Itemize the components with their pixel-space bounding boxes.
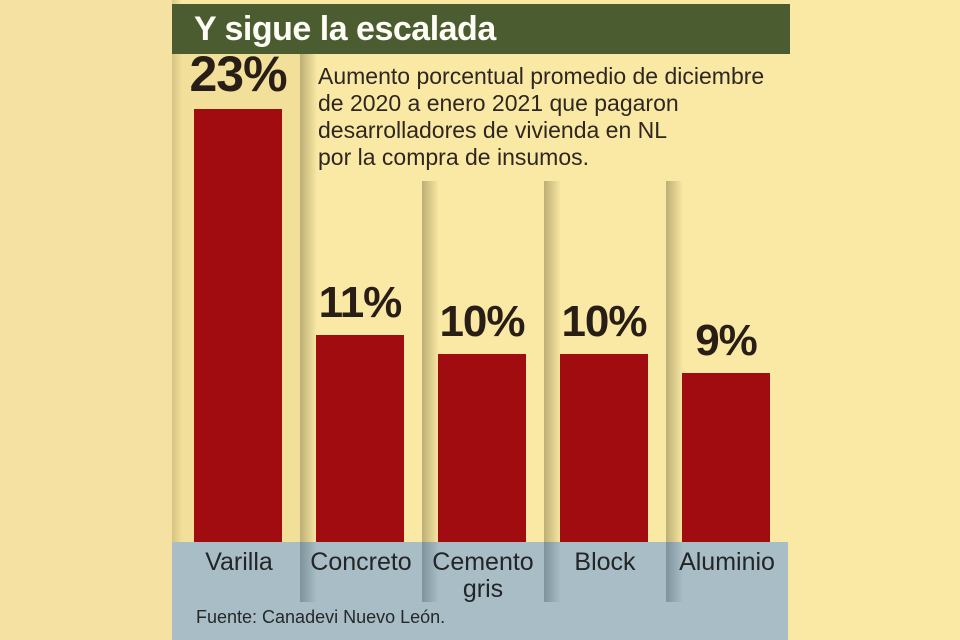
bar-value-label: 9% [695,316,758,365]
category-band [172,542,788,640]
column-separator [666,181,683,542]
column-separator-band [544,542,561,602]
category-label: Varilla [205,548,273,576]
chart-title: Y sigue la escalada [194,10,496,48]
chart-description: Aumento porcentual promedio de diciembre… [318,63,788,171]
header-bar: Y sigue la escalada [172,4,790,54]
description-line: de 2020 a enero 2021 que pagaron [318,90,679,116]
description-line: Aumento porcentual promedio de diciembre [318,63,765,89]
column-separator-band [666,542,683,602]
bar-aluminio [682,373,770,542]
description-line: desarrolladores de vivienda en NL [318,117,668,143]
column-separator [300,54,317,542]
category-label: Aluminio [679,548,775,576]
column-separator-band [422,542,439,602]
category-label: Concreto [310,548,412,576]
column-separator-band [300,542,317,602]
bar-value-label: 23% [189,46,287,102]
column-separator [422,181,439,542]
panel-edge-shadow [172,0,182,640]
category-label: Block [574,548,636,576]
bar-value-label: 10% [439,297,525,346]
bar-concreto [316,335,404,542]
description-line: por la compra de insumos. [318,144,590,170]
left-margin [0,0,172,640]
category-label: Cemento gris [432,548,534,603]
bar-block [560,354,648,542]
source-note: Fuente: Canadevi Nuevo León. [196,607,446,627]
column-separator [544,181,561,542]
bar-value-label: 11% [318,278,403,327]
bar-varilla [194,109,282,542]
bar-value-label: 10% [561,297,647,346]
bar-cemento-gris [438,354,526,542]
